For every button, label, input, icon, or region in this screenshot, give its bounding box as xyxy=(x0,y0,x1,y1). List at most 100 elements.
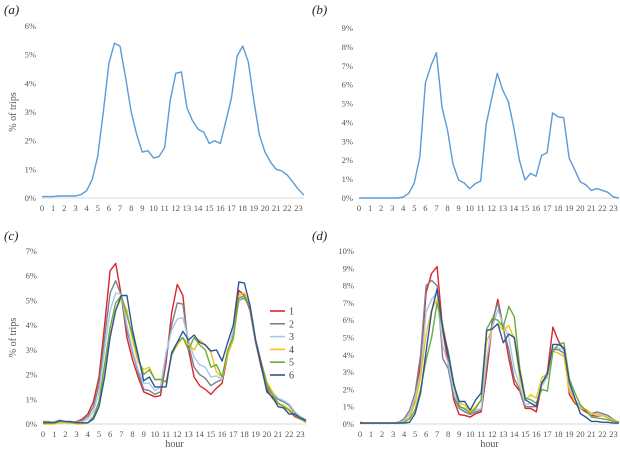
x-tick-label: 11 xyxy=(477,429,485,439)
x-tick-label: 14 xyxy=(510,203,519,213)
y-tick-label: 5% xyxy=(342,99,353,109)
series-line-6 xyxy=(43,281,307,424)
y-axis-label: % of trips xyxy=(8,318,19,358)
x-tick-label: 8 xyxy=(130,429,134,439)
x-tick-label: 11 xyxy=(477,203,485,213)
x-tick-label: 11 xyxy=(161,203,169,213)
x-tick-label: 23 xyxy=(296,429,305,439)
x-tick-label: 13 xyxy=(499,429,508,439)
legend-label: 4 xyxy=(289,345,294,356)
legend-item: 4 xyxy=(270,345,294,356)
x-tick-label: 4 xyxy=(86,429,91,439)
y-tick-label: 6% xyxy=(26,271,37,281)
x-tick-label: 6 xyxy=(108,429,112,439)
y-tick-label: 5% xyxy=(343,333,354,343)
x-tick-label: 4 xyxy=(401,203,406,213)
y-tick-label: 0% xyxy=(342,193,353,203)
y-tick-label: 7% xyxy=(343,298,354,308)
x-tick-label: 21 xyxy=(587,203,596,213)
x-tick-label: 19 xyxy=(565,203,574,213)
series-line-all xyxy=(42,42,305,198)
y-tick-label: 5% xyxy=(25,50,36,60)
x-tick-label: 2 xyxy=(379,203,383,213)
x-tick-label: 13 xyxy=(184,429,193,439)
legend-label: 2 xyxy=(289,319,294,330)
y-tick-label: 1% xyxy=(26,394,37,404)
panel-label: (b) xyxy=(312,2,327,17)
y-tick-label: 6% xyxy=(25,21,36,31)
x-tick-label: 18 xyxy=(554,429,563,439)
panel-label: (d) xyxy=(312,228,327,243)
x-tick-label: 8 xyxy=(445,203,449,213)
series-line-all xyxy=(359,51,620,199)
x-tick-label: 13 xyxy=(183,203,192,213)
x-tick-label: 17 xyxy=(227,203,236,213)
x-tick-label: 12 xyxy=(172,203,181,213)
panel-c: (c)0%1%2%3%4%5%6%7%0 1 2 3 4 5 6 7 8 9 10 11 12 13 14 1… xyxy=(4,228,307,450)
panel-d: (d)0%1%2%3%4%5%6%7%8%9%10%0 1 2 3 4 5 6 7 8 9 10 11… xyxy=(312,228,620,450)
panel-a: (a)0%1%2%3%4%5%6%0 1 2 3 4 5 6 7 8 9 10 11 12 13 14 15 1… xyxy=(4,2,305,213)
y-tick-label: 1% xyxy=(25,164,36,174)
x-tick-label: 6 xyxy=(424,429,428,439)
x-tick-label: 2 xyxy=(63,429,67,439)
x-tick-label: 1 xyxy=(52,429,56,439)
x-tick-label: 3 xyxy=(74,429,78,439)
legend-item: 1 xyxy=(270,307,294,318)
x-tick-label: 0 xyxy=(40,203,44,213)
legend-item: 2 xyxy=(270,319,294,330)
y-tick-label: 4% xyxy=(25,78,36,88)
y-tick-label: 7% xyxy=(26,246,37,256)
x-tick-label: 17 xyxy=(543,203,552,213)
legend-label: 5 xyxy=(289,358,294,369)
x-axis-label: hour xyxy=(165,439,184,450)
x-tick-label: 5 xyxy=(97,429,101,439)
series-line-5 xyxy=(360,302,620,424)
y-tick-label: 6% xyxy=(343,315,354,325)
x-tick-label: 7 xyxy=(118,203,122,213)
x-tick-label: 19 xyxy=(565,429,574,439)
y-tick-label: 8% xyxy=(343,281,354,291)
x-tick-label: 0 xyxy=(358,429,362,439)
x-tick-label: 20 xyxy=(261,203,270,213)
x-tick-label: 22 xyxy=(285,429,294,439)
x-tick-label: 3 xyxy=(391,429,395,439)
series-line-6 xyxy=(360,288,619,424)
x-tick-label: 7 xyxy=(435,429,439,439)
legend-label: 6 xyxy=(289,371,294,382)
x-tick-label: 20 xyxy=(576,203,585,213)
legend-item: 3 xyxy=(270,332,294,343)
x-tick-label: 9 xyxy=(456,203,460,213)
x-tick-label: 6 xyxy=(423,203,427,213)
x-tick-label: 10 xyxy=(465,203,474,213)
x-tick-label: 12 xyxy=(488,429,497,439)
x-tick-label: 14 xyxy=(194,203,203,213)
y-tick-label: 4% xyxy=(343,350,354,360)
x-tick-label: 16 xyxy=(532,429,541,439)
y-tick-label: 10% xyxy=(338,246,354,256)
x-tick-label: 1 xyxy=(369,429,373,439)
x-tick-label: 23 xyxy=(609,429,618,439)
x-tick-label: 23 xyxy=(294,203,303,213)
y-tick-label: 9% xyxy=(343,263,354,273)
x-tick-label: 15 xyxy=(521,203,530,213)
x-tick-label: 5 xyxy=(413,429,417,439)
x-tick-label: 23 xyxy=(609,203,618,213)
x-tick-label: 15 xyxy=(207,429,216,439)
y-axis-label: % of trips xyxy=(8,92,19,132)
x-tick-label: 10 xyxy=(151,429,160,439)
y-tick-label: 8% xyxy=(342,42,353,52)
x-tick-label: 0 xyxy=(41,429,45,439)
x-tick-label: 15 xyxy=(205,203,214,213)
x-tick-label: 14 xyxy=(510,429,519,439)
panel-label: (a) xyxy=(4,2,19,17)
x-tick-label: 4 xyxy=(84,203,89,213)
legend-item: 5 xyxy=(270,358,294,369)
legend-item: 6 xyxy=(270,371,294,382)
y-tick-label: 0% xyxy=(25,193,36,203)
y-tick-label: 4% xyxy=(342,117,353,127)
x-tick-label: 5 xyxy=(412,203,416,213)
y-tick-label: 3% xyxy=(342,136,353,146)
x-tick-label: 20 xyxy=(263,429,272,439)
y-tick-label: 2% xyxy=(343,384,354,394)
